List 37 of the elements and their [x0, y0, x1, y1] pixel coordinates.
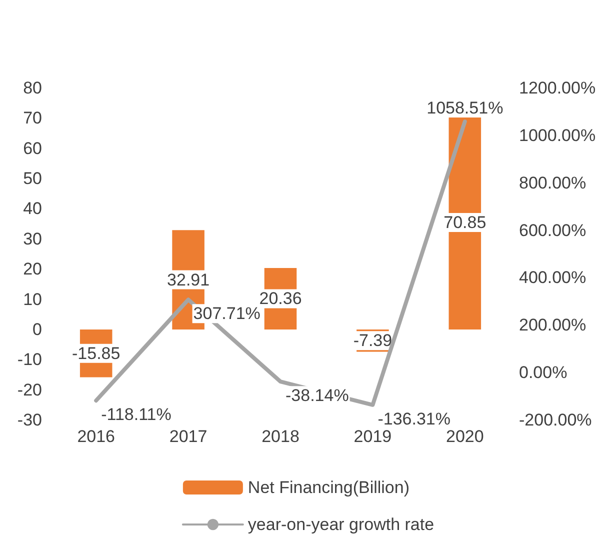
data-label: 32.91: [167, 270, 210, 290]
data-label: 70.85: [444, 213, 486, 232]
data-label: -38.14%: [286, 386, 349, 406]
y-tick-label: 0: [32, 320, 42, 339]
x-tick-label: 2020: [446, 427, 484, 446]
y-tick-label: -30: [17, 410, 42, 430]
y-tick-label: 10: [23, 290, 42, 309]
data-label: -136.31%: [378, 409, 450, 428]
data-label: -118.11%: [101, 405, 172, 424]
legend-label: Net Financing(Billion): [248, 478, 410, 497]
data-label: 1058.51%: [426, 98, 504, 118]
x-tick-label: 2018: [262, 427, 300, 446]
y-tick-label: -20: [17, 380, 42, 400]
y-tick-label: 80: [23, 78, 42, 98]
x-tick-label: 2019: [354, 427, 392, 446]
y2-tick-label: -200.00%: [519, 410, 592, 430]
y2-tick-label: 0.00%: [519, 363, 568, 382]
y-tick-label: 60: [23, 138, 42, 158]
y-tick-label: -10: [17, 350, 42, 370]
data-label: -7.39: [353, 331, 392, 350]
y-tick-label: 40: [23, 199, 42, 218]
y-tick-label: 30: [23, 229, 42, 248]
y2-tick-label: 1000.00%: [519, 126, 596, 145]
x-tick-label: 2016: [77, 427, 116, 446]
y2-tick-label: 1200.00%: [519, 78, 596, 98]
legend-label: year-on-year growth rate: [248, 515, 434, 534]
data-label: 307.71%: [193, 304, 260, 324]
x-tick-label: 2017: [169, 427, 208, 446]
y2-tick-label: 400.00%: [519, 268, 586, 288]
y2-tick-label: 600.00%: [519, 220, 586, 240]
y-tick-label: 50: [23, 169, 42, 188]
y-tick-label: 20: [23, 260, 42, 279]
data-label: 20.36: [259, 289, 302, 308]
y-tick-label: 70: [23, 108, 42, 128]
y2-tick-label: 200.00%: [519, 316, 586, 335]
data-label: -15.85: [72, 344, 120, 363]
y2-tick-label: 800.00%: [519, 173, 586, 192]
